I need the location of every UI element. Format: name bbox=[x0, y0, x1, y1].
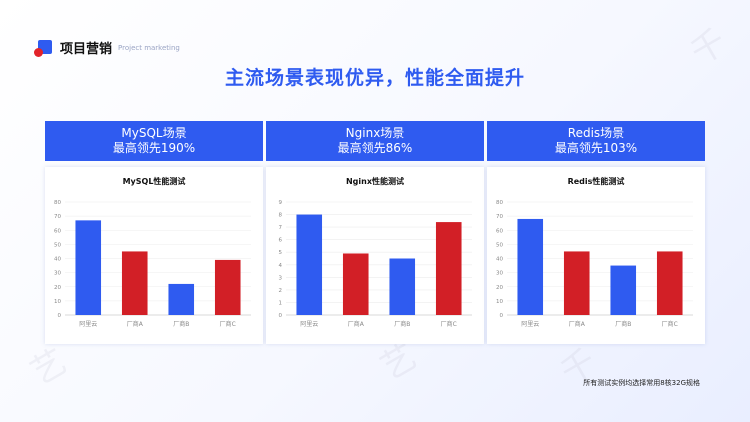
panel-scenario: MySQL场景 bbox=[121, 126, 187, 140]
redis-bar-chart: Redis性能测试 0 10 20 30 40 50 60 70 80 阿里云 厂商A 厂商B 厂商C bbox=[496, 176, 693, 328]
y-tick-label: 50 bbox=[54, 242, 61, 248]
x-tick-label: 厂商B bbox=[615, 320, 631, 328]
panel-nginx: Nginx场景 最高领先86% Nginx性能测试 0 1 2 3 4 5 6 7 8 9 阿里云 厂商… bbox=[266, 121, 484, 344]
bar bbox=[296, 214, 323, 315]
chart-container: Redis性能测试 0 10 20 30 40 50 60 70 80 阿里云 厂商A 厂商B 厂商C bbox=[487, 167, 705, 344]
panel-mysql: MySQL场景 最高领先190% MySQL性能测试 0 10 20 30 40 50 60 7… bbox=[45, 121, 263, 344]
y-tick-label: 40 bbox=[496, 257, 503, 263]
y-tick-label: 0 bbox=[279, 313, 283, 319]
chart-title: Nginx性能测试 bbox=[346, 176, 404, 186]
x-tick-label: 厂商A bbox=[127, 320, 144, 328]
y-tick-label: 40 bbox=[54, 257, 61, 263]
y-tick-label: 8 bbox=[279, 213, 283, 219]
x-tick-label: 厂商A bbox=[348, 320, 365, 328]
panel-header: MySQL场景 最高领先190% bbox=[45, 121, 263, 161]
y-tick-label: 60 bbox=[496, 228, 503, 234]
x-tick-label: 厂商C bbox=[441, 320, 457, 328]
brand-subtitle: Project marketing bbox=[118, 43, 180, 52]
y-tick-label: 0 bbox=[500, 313, 504, 319]
x-tick-label: 厂商A bbox=[569, 320, 586, 328]
y-tick-label: 20 bbox=[496, 285, 503, 291]
panel-header: Nginx场景 最高领先86% bbox=[266, 121, 484, 161]
brand-title: 项目营销 bbox=[60, 42, 113, 57]
bar bbox=[121, 251, 148, 315]
nginx-bar-chart: Nginx性能测试 0 1 2 3 4 5 6 7 8 9 阿里云 厂商A 厂商B 厂商C bbox=[279, 176, 472, 328]
bar bbox=[563, 251, 590, 315]
y-tick-label: 80 bbox=[496, 200, 503, 206]
panel-scenario: Redis场景 bbox=[567, 126, 625, 140]
brand: 项目营销 Project marketing bbox=[34, 38, 180, 57]
y-tick-label: 20 bbox=[54, 285, 61, 291]
y-tick-label: 80 bbox=[54, 200, 61, 206]
y-tick-label: 10 bbox=[496, 299, 503, 305]
y-tick-label: 30 bbox=[54, 271, 61, 277]
mysql-bar-chart: MySQL性能测试 0 10 20 30 40 50 60 70 80 阿里云 厂商A 厂商B 厂商C bbox=[54, 176, 251, 328]
x-tick-label: 厂商C bbox=[662, 320, 678, 328]
chart-title: Redis性能测试 bbox=[568, 176, 625, 186]
page-title: 主流场景表现优异，性能全面提升 bbox=[224, 67, 525, 89]
y-tick-label: 3 bbox=[279, 275, 283, 281]
panel-header: Redis场景 最高领先103% bbox=[487, 121, 705, 161]
panel-redis: Redis场景 最高领先103% Redis性能测试 0 10 20 30 40 50 60 7… bbox=[487, 121, 705, 344]
y-tick-label: 4 bbox=[279, 263, 283, 269]
bar bbox=[168, 283, 195, 315]
y-tick-label: 10 bbox=[54, 299, 61, 305]
bar bbox=[342, 253, 369, 315]
y-tick-label: 1 bbox=[279, 300, 283, 306]
bar bbox=[214, 259, 241, 315]
bar bbox=[75, 220, 102, 315]
y-tick-label: 0 bbox=[58, 313, 62, 319]
panel-lead: 最高领先190% bbox=[112, 141, 196, 155]
bar bbox=[435, 222, 462, 315]
x-tick-label: 厂商B bbox=[394, 320, 410, 328]
chart-container: Nginx性能测试 0 1 2 3 4 5 6 7 8 9 阿里云 厂商A 厂商B 厂商C bbox=[266, 167, 484, 344]
y-tick-label: 70 bbox=[54, 214, 61, 220]
y-tick-label: 50 bbox=[496, 242, 503, 248]
footnote: 所有测试实例均选择常用8核32G规格 bbox=[583, 379, 700, 387]
y-tick-label: 7 bbox=[279, 225, 283, 231]
y-tick-label: 2 bbox=[279, 288, 283, 294]
panel-lead: 最高领先86% bbox=[337, 141, 413, 155]
x-tick-label: 厂商B bbox=[173, 320, 189, 328]
y-tick-label: 30 bbox=[496, 271, 503, 277]
panel-lead: 最高领先103% bbox=[554, 141, 638, 155]
x-tick-label: 厂商C bbox=[220, 320, 236, 328]
bar bbox=[610, 265, 637, 315]
x-tick-label: 阿里云 bbox=[521, 320, 539, 328]
bar bbox=[517, 218, 544, 315]
y-tick-label: 9 bbox=[279, 200, 283, 206]
chart-title: MySQL性能测试 bbox=[123, 176, 186, 186]
x-tick-label: 阿里云 bbox=[79, 320, 97, 328]
y-tick-label: 70 bbox=[496, 214, 503, 220]
y-tick-label: 6 bbox=[279, 238, 283, 244]
y-tick-label: 5 bbox=[279, 250, 283, 256]
panel-scenario: Nginx场景 bbox=[345, 126, 405, 140]
bar bbox=[389, 258, 416, 315]
bar bbox=[656, 251, 683, 315]
brand-logo-icon bbox=[34, 39, 54, 57]
chart-container: MySQL性能测试 0 10 20 30 40 50 60 70 80 阿里云 厂商A 厂商B 厂商C bbox=[45, 167, 263, 344]
y-tick-label: 60 bbox=[54, 228, 61, 234]
x-tick-label: 阿里云 bbox=[300, 320, 318, 328]
